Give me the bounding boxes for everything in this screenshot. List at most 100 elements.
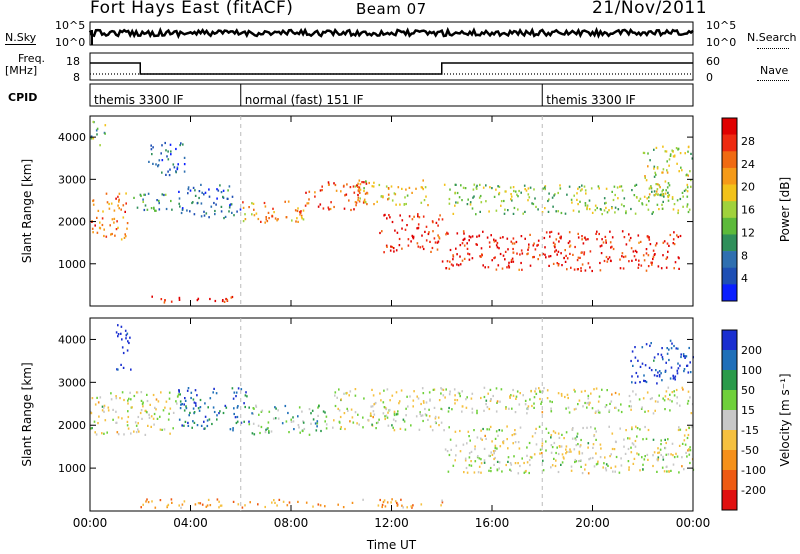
data-cell — [547, 210, 550, 213]
data-cell — [456, 232, 459, 235]
data-cell — [220, 504, 223, 507]
data-cell — [171, 501, 173, 504]
data-cell — [650, 369, 653, 372]
data-cell — [327, 183, 330, 186]
colorbar-tick-label: 50 — [741, 384, 755, 397]
data-cell — [208, 188, 210, 191]
data-cell — [97, 209, 100, 212]
data-cell — [302, 218, 305, 221]
data-cell — [556, 446, 558, 449]
data-cell — [410, 505, 412, 508]
data-cell — [602, 241, 605, 244]
data-cell — [599, 443, 602, 446]
data-cell — [354, 201, 357, 204]
data-cell — [452, 464, 455, 467]
data-cell — [529, 186, 532, 189]
data-cell — [338, 409, 341, 412]
data-cell — [608, 425, 610, 428]
data-cell — [117, 204, 119, 207]
data-cell — [649, 159, 651, 162]
data-cell — [398, 244, 401, 247]
data-cell — [169, 143, 172, 146]
data-cell — [633, 457, 636, 460]
data-cell — [175, 147, 177, 151]
x-tick-label: 08:00 — [274, 516, 309, 530]
data-cell — [600, 252, 603, 255]
data-cell — [273, 499, 275, 502]
data-cell — [118, 207, 120, 210]
data-cell — [210, 205, 213, 208]
data-cell — [94, 224, 96, 227]
data-cell — [498, 185, 501, 188]
data-cell — [681, 191, 684, 194]
data-cell — [664, 150, 667, 153]
data-cell — [121, 417, 123, 420]
data-cell — [594, 204, 597, 207]
data-cell — [683, 370, 685, 373]
data-cell — [571, 437, 574, 440]
data-cell — [488, 241, 491, 244]
data-cell — [150, 144, 152, 147]
data-cell — [276, 504, 278, 507]
data-cell — [618, 471, 621, 474]
data-cell — [605, 404, 608, 407]
data-cell — [424, 186, 427, 189]
data-cell — [634, 184, 636, 187]
data-cell — [232, 429, 234, 432]
data-cell — [259, 431, 261, 435]
data-cell — [284, 404, 287, 408]
data-cell — [567, 396, 569, 400]
data-cell — [515, 395, 518, 398]
data-cell — [125, 334, 128, 337]
data-cell — [645, 343, 648, 346]
data-cell — [634, 439, 637, 443]
data-cell — [319, 203, 322, 206]
data-cell — [214, 209, 216, 213]
nsearch-legend-line — [757, 48, 789, 49]
data-cell — [638, 199, 640, 202]
data-cell — [352, 185, 355, 188]
data-cell — [676, 396, 678, 399]
data-cell — [686, 190, 689, 193]
data-cell — [595, 232, 597, 235]
data-cell — [167, 170, 169, 173]
data-cell — [592, 446, 594, 449]
data-cell — [623, 205, 625, 208]
data-cell — [649, 243, 652, 246]
data-cell — [610, 259, 612, 263]
data-cell — [222, 195, 224, 198]
data-cell — [535, 443, 538, 446]
data-cell — [647, 458, 649, 461]
data-cell — [597, 409, 600, 412]
data-cell — [510, 469, 512, 472]
data-cell — [630, 451, 633, 454]
data-cell — [394, 500, 397, 503]
data-cell — [418, 428, 421, 431]
data-cell — [319, 504, 322, 507]
data-cell — [653, 175, 656, 178]
colorbar-tick-label: -200 — [741, 484, 766, 497]
colorbar-swatch — [722, 234, 737, 252]
data-cell — [574, 460, 576, 464]
data-cell — [363, 198, 366, 201]
data-cell — [187, 192, 189, 195]
data-cell — [652, 257, 654, 261]
data-cell — [585, 238, 587, 241]
data-cell — [383, 389, 385, 392]
data-cell — [465, 406, 468, 409]
data-cell — [634, 249, 637, 252]
data-cell — [643, 374, 645, 377]
data-cell — [124, 329, 127, 332]
data-cell — [575, 407, 577, 410]
data-cell — [578, 210, 580, 213]
data-cell — [494, 456, 496, 460]
data-cell — [533, 402, 535, 405]
data-cell — [183, 409, 186, 412]
data-cell — [439, 214, 441, 217]
data-cell — [634, 212, 637, 215]
data-cell — [574, 437, 577, 440]
data-cell — [482, 230, 484, 233]
data-cell — [577, 256, 580, 259]
data-cell — [127, 427, 130, 430]
data-cell — [534, 197, 536, 200]
